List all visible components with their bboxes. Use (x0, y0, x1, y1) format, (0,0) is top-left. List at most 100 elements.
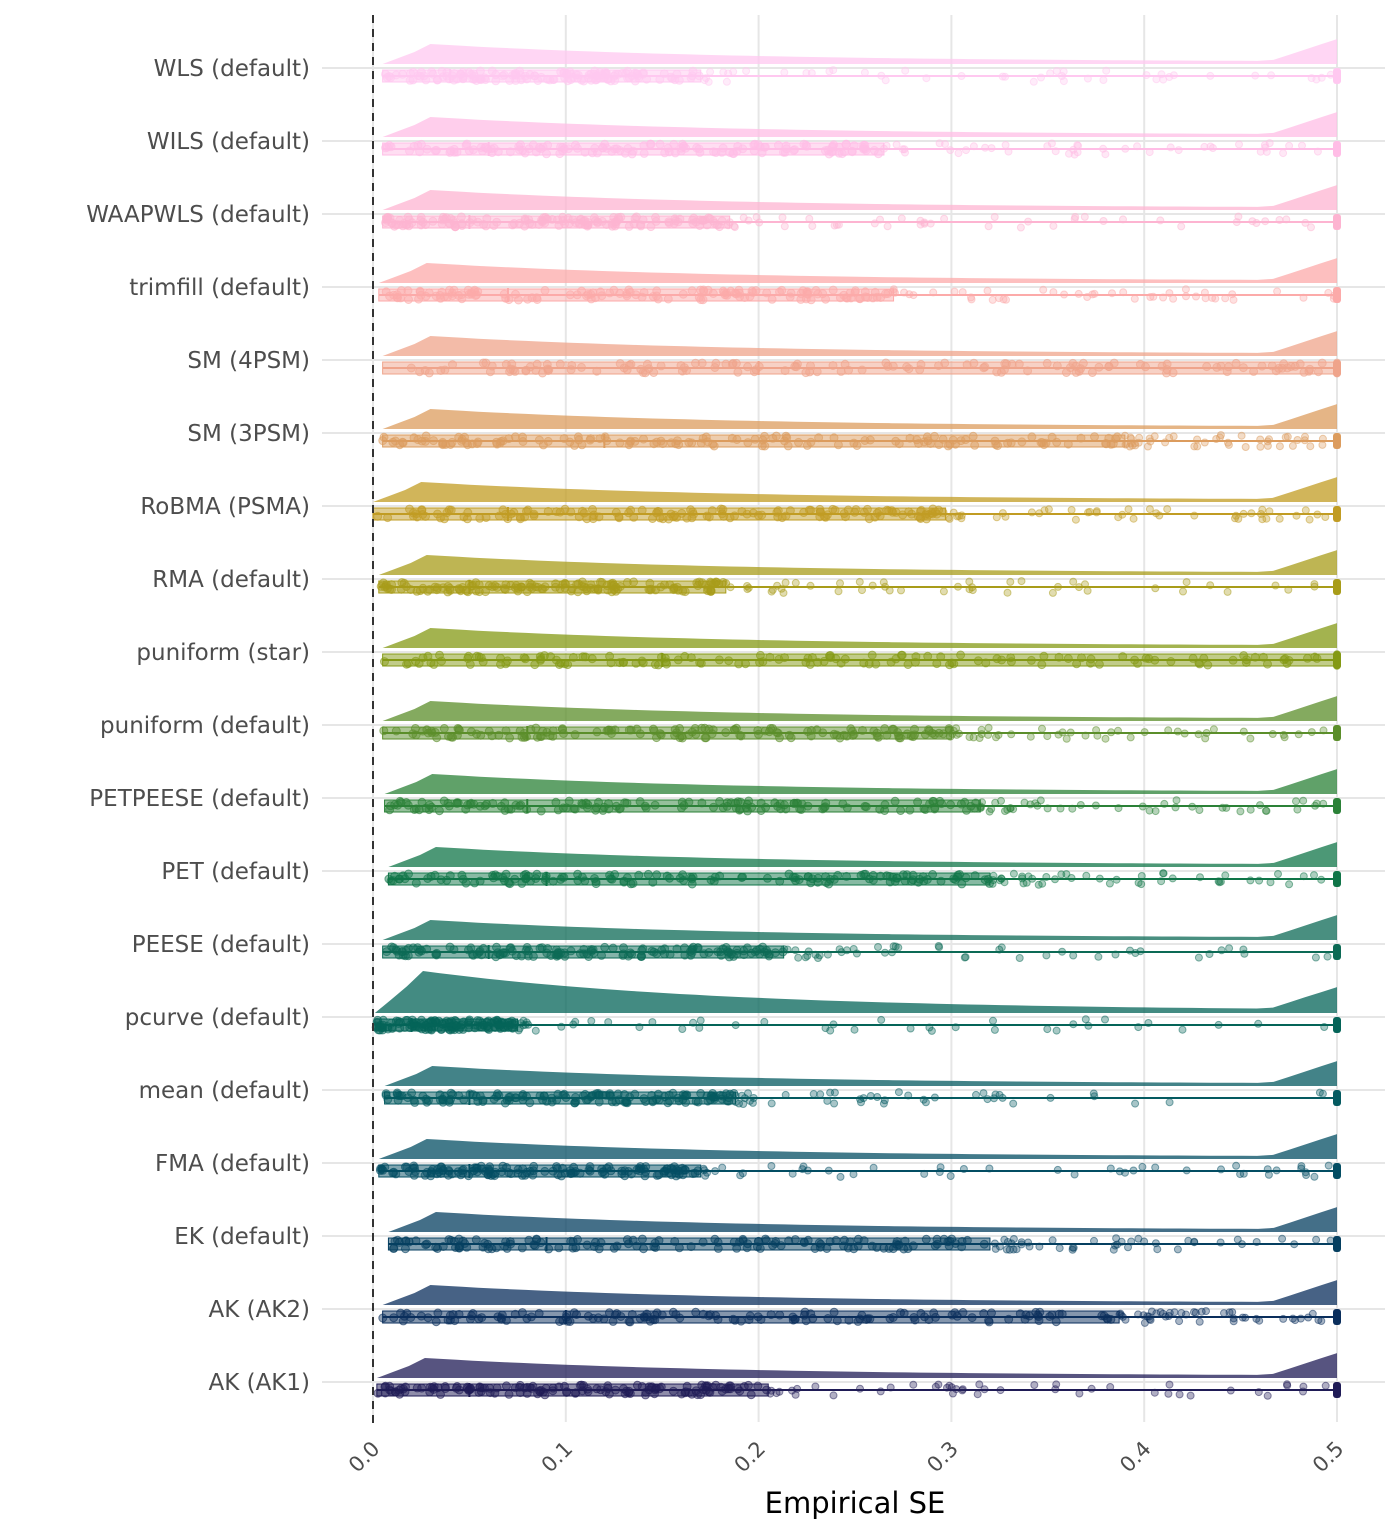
data-point (901, 66, 910, 75)
data-point (1312, 1235, 1321, 1244)
data-point (1173, 1245, 1182, 1254)
data-point (1171, 803, 1180, 812)
data-point (909, 1380, 918, 1389)
data-point (1229, 295, 1238, 304)
data-point (1177, 222, 1186, 231)
iqr-box (382, 361, 1338, 375)
data-point (1236, 807, 1245, 816)
box-layer (372, 69, 1338, 1397)
data-point (826, 1088, 835, 1097)
data-point (696, 1016, 705, 1025)
data-point (779, 588, 788, 597)
data-point (877, 1015, 886, 1024)
data-point (1297, 1162, 1306, 1171)
data-point (1195, 1317, 1204, 1326)
data-point (891, 942, 900, 951)
data-point (794, 953, 803, 962)
data-point (1275, 514, 1284, 523)
data-point (1201, 734, 1210, 743)
data-point (1169, 432, 1178, 441)
iqr-box (378, 580, 727, 594)
iqr-box (382, 1310, 1120, 1324)
density-cloud (382, 39, 1338, 64)
data-point (991, 1244, 1000, 1253)
data-point (730, 223, 739, 232)
data-point (894, 1088, 903, 1097)
y-tick-label: AK (AK2) (208, 1297, 310, 1323)
data-point (1075, 1389, 1084, 1398)
data-point (1137, 880, 1146, 889)
data-point (1145, 806, 1154, 815)
data-point (1175, 1390, 1184, 1399)
data-point (1172, 796, 1181, 805)
data-point (1131, 1099, 1140, 1108)
density-cloud (376, 1353, 1338, 1378)
data-point (857, 1098, 865, 1107)
data-point (946, 146, 955, 155)
data-point (1254, 1019, 1263, 1028)
data-point (1190, 442, 1199, 451)
data-point (1301, 1168, 1310, 1177)
data-point (973, 1390, 982, 1399)
data-point (856, 1384, 864, 1393)
data-point (1015, 954, 1024, 962)
data-point (1239, 727, 1248, 736)
data-point (1299, 796, 1308, 805)
density-cloud (382, 1280, 1338, 1305)
data-point (1001, 807, 1009, 815)
data-point (1057, 870, 1066, 879)
data-point (1256, 442, 1265, 451)
y-tick-label: EK (default) (174, 1224, 310, 1250)
data-point (990, 1025, 999, 1034)
data-point (1145, 505, 1154, 514)
data-point (983, 1095, 992, 1104)
data-point (1234, 212, 1243, 221)
data-point (881, 76, 890, 85)
data-point (1074, 289, 1083, 298)
data-point (1126, 946, 1134, 955)
data-point (1101, 150, 1110, 159)
density-cloud (374, 971, 1337, 1013)
data-point (678, 1025, 687, 1033)
data-point (1178, 1025, 1187, 1034)
density-cloud (382, 404, 1338, 429)
y-tick-label: WILS (default) (147, 129, 310, 155)
data-point (1246, 734, 1255, 743)
data-point (1006, 577, 1015, 586)
data-point (1274, 870, 1282, 878)
data-point (991, 1090, 1000, 1099)
density-cloud (378, 258, 1337, 283)
y-tick-label: SM (3PSM) (187, 421, 310, 447)
data-point (1283, 432, 1292, 441)
data-point (997, 796, 1005, 805)
data-point (1323, 952, 1332, 961)
data-point (1318, 1089, 1327, 1098)
y-axis-labels: WLS (default) WILS (default) WAAPWLS (defa… (86, 56, 310, 1396)
data-point (1262, 806, 1271, 815)
data-point (1163, 505, 1172, 514)
data-point (1278, 1234, 1287, 1243)
data-point (1165, 1308, 1174, 1317)
data-point (830, 1099, 839, 1108)
data-point (1105, 879, 1114, 888)
data-point (1186, 1391, 1195, 1400)
data-point (934, 942, 943, 950)
data-point (1099, 76, 1108, 84)
data-point (1194, 730, 1203, 739)
data-point (885, 586, 894, 595)
data-point (1112, 1234, 1121, 1243)
data-point (1130, 294, 1139, 303)
data-point (954, 149, 963, 158)
x-tick-label: 0.4 (1115, 1437, 1156, 1478)
data-point (1002, 295, 1010, 304)
data-point (1005, 1245, 1014, 1254)
y-tick-label: PEESE (default) (132, 932, 310, 958)
data-point (948, 1389, 957, 1398)
density-cloud (382, 331, 1338, 356)
data-point (983, 286, 992, 295)
data-point (984, 723, 993, 732)
data-point (1307, 223, 1315, 232)
data-point (1221, 871, 1230, 880)
data-point (927, 1026, 936, 1035)
